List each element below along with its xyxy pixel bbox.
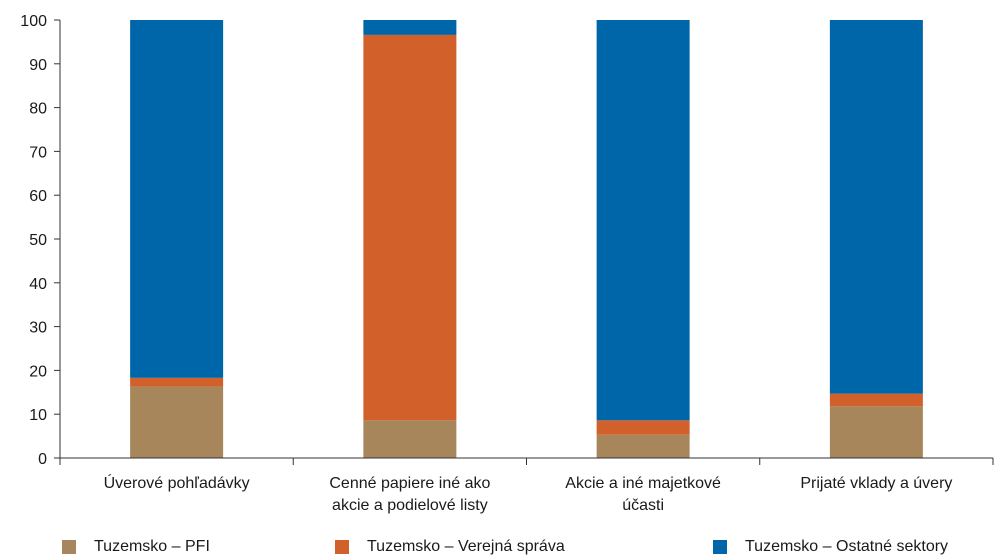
y-tick-label: 100 — [20, 13, 47, 30]
y-tick-label: 70 — [29, 144, 47, 161]
legend-item: Tuzemsko – Ostatné sektory — [713, 538, 948, 556]
category-label-line: Úverové pohľadávky — [104, 473, 250, 492]
category-label: Úverové pohľadávky — [104, 473, 250, 492]
legend-swatch — [335, 540, 349, 554]
y-tick-label: 20 — [29, 363, 47, 380]
bar-3-3 — [596, 20, 690, 421]
legend-item: Tuzemsko – PFI — [62, 538, 210, 556]
bar-3-2 — [363, 20, 457, 35]
category-label: Cenné papiere iné ako akcie a podielové l… — [329, 475, 490, 514]
y-tick-label: 30 — [29, 320, 47, 337]
y-tick-label: 50 — [29, 232, 47, 249]
bar-1-4 — [829, 406, 923, 458]
category-label: Akcie a iné majetkové účasti — [565, 475, 721, 514]
category-label-line: účasti — [622, 497, 664, 514]
stacked-bar-chart: 0 10 20 30 40 50 60 70 80 90 100 Úverové pohľadávky… — [20, 13, 994, 514]
y-tick-label: 80 — [29, 101, 47, 118]
category-label-line: Cenné papiere iné ako — [329, 475, 490, 492]
bar-1-1 — [130, 386, 224, 458]
bar-2-1 — [130, 377, 224, 387]
category-label-line: Akcie a iné majetkové — [565, 475, 721, 492]
bar-2-3 — [596, 420, 690, 435]
bar-2-2 — [363, 34, 457, 421]
bar-2-4 — [829, 393, 923, 407]
y-tick-label: 40 — [29, 276, 47, 293]
y-tick-label: 0 — [38, 451, 47, 468]
y-tick-label: 10 — [29, 407, 47, 424]
legend-label: Tuzemsko – PFI — [94, 538, 210, 555]
legend-item: Tuzemsko – Verejná správa — [335, 538, 565, 556]
category-label: Prijaté vklady a úvery — [800, 475, 952, 492]
legend: Tuzemsko – PFI Tuzemsko – Verejná správa T… — [0, 538, 995, 560]
legend-swatch — [713, 540, 727, 554]
category-label-line: akcie a podielové listy — [332, 497, 488, 514]
legend-swatch — [62, 540, 76, 554]
category-label-line: Prijaté vklady a úvery — [800, 475, 952, 492]
bar-3-1 — [130, 20, 224, 378]
y-tick-label: 60 — [29, 188, 47, 205]
bar-1-2 — [363, 420, 457, 458]
bar-1-3 — [596, 434, 690, 458]
y-tick-label: 90 — [29, 57, 47, 74]
legend-label: Tuzemsko – Verejná správa — [367, 538, 565, 555]
legend-label: Tuzemsko – Ostatné sektory — [745, 538, 949, 555]
bar-3-4 — [829, 20, 923, 394]
